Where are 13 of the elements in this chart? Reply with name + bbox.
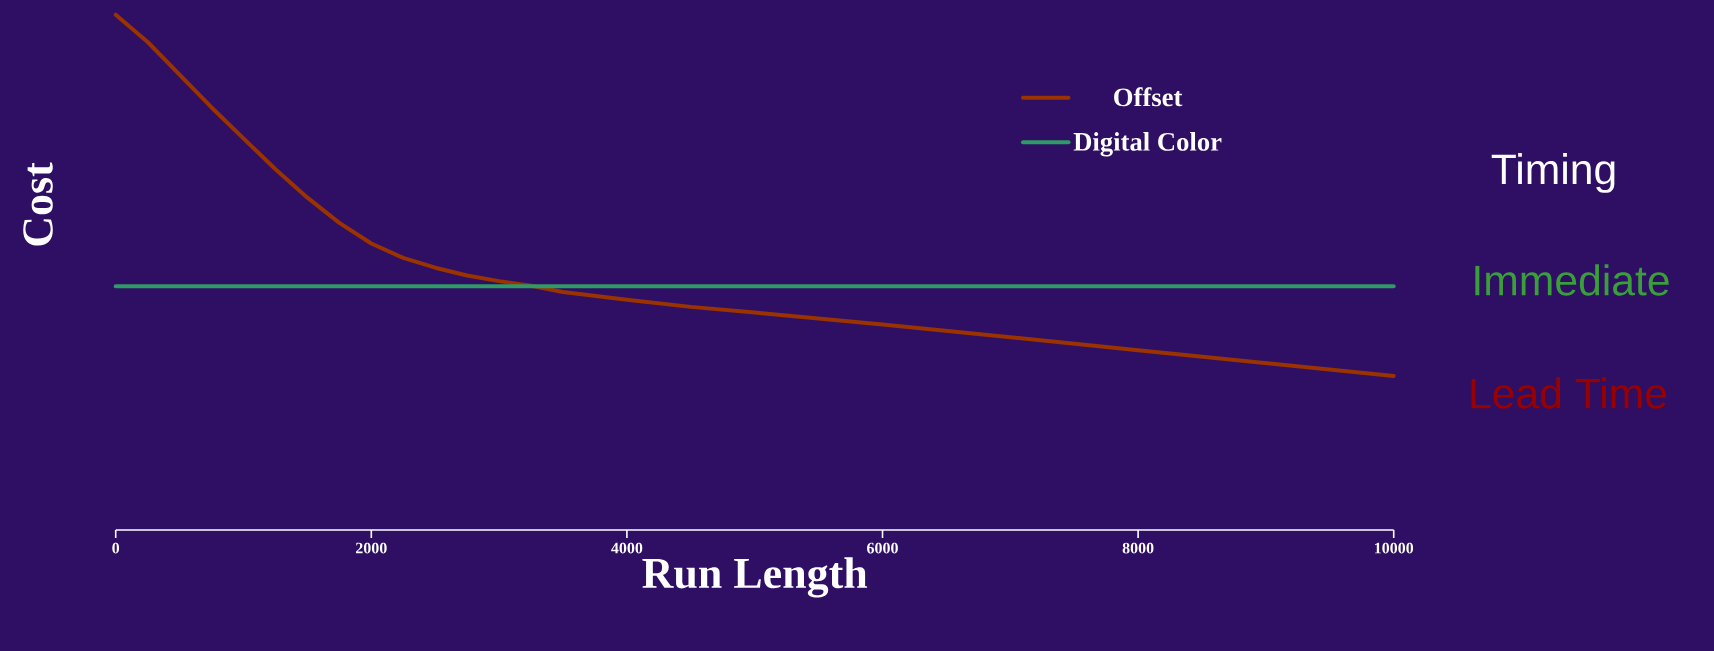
text: Timing bbox=[1491, 153, 1615, 193]
legend-label: Digital Color bbox=[1073, 132, 1222, 157]
x-tick-label: 10000 bbox=[1374, 542, 1414, 554]
x-tick-label: 2000 bbox=[355, 542, 387, 554]
text: Lead Time bbox=[1471, 377, 1667, 409]
x-tick-label: 8000 bbox=[1122, 542, 1154, 554]
x-axis-title: Run Length bbox=[642, 557, 868, 598]
legend-label: Offset bbox=[1114, 87, 1183, 107]
text: Immediate bbox=[1475, 264, 1669, 296]
y-axis-title: Cost bbox=[23, 162, 53, 246]
x-tick-label: 4000 bbox=[611, 542, 643, 554]
x-tick-label: 6000 bbox=[867, 542, 898, 554]
x-tick-label: 0 bbox=[112, 542, 120, 554]
